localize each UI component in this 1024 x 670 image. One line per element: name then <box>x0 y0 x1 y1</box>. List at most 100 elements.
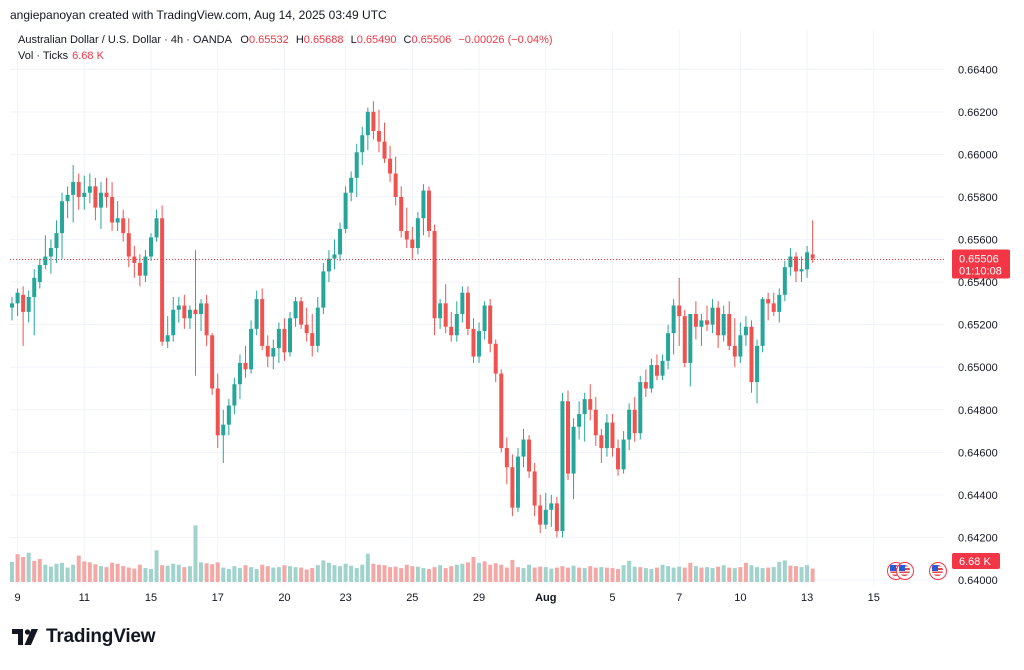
candle-body <box>460 292 465 314</box>
volume-bar <box>32 560 37 582</box>
volume-bar <box>371 563 376 582</box>
candle-body <box>121 218 126 234</box>
candle-body <box>688 314 693 363</box>
volume-bar <box>343 563 348 582</box>
volume-bar <box>432 567 437 582</box>
volume-bar <box>571 565 576 582</box>
candle-body <box>710 307 715 325</box>
price-tick-label: 0.64800 <box>958 405 998 417</box>
candle-body <box>232 384 237 406</box>
candle-body <box>399 196 404 232</box>
volume-bar <box>782 560 787 582</box>
volume-bar <box>176 564 181 582</box>
candle-body <box>777 294 782 312</box>
candle-body <box>782 267 787 295</box>
candle-body <box>288 318 292 353</box>
volume-bar <box>121 566 126 582</box>
candle-body <box>360 135 365 153</box>
candle-body <box>721 314 726 336</box>
candle-body <box>471 328 476 357</box>
time-tick-label: 17 <box>212 592 224 604</box>
candle-body <box>371 111 376 131</box>
volume-bar <box>471 557 476 582</box>
price-tick-label: 0.64400 <box>958 490 998 502</box>
flag-pattern <box>890 565 901 576</box>
volume-bar <box>54 563 59 582</box>
candle-body <box>527 439 532 472</box>
volume-bar <box>449 566 454 582</box>
volume-bar <box>249 567 254 582</box>
volume-bar <box>43 564 48 582</box>
symbol-title[interactable]: Australian Dollar / U.S. Dollar · 4h · O… <box>18 34 232 46</box>
tradingview-brand[interactable]: TradingView <box>12 626 156 648</box>
candle-body <box>71 182 76 195</box>
candle-body <box>54 233 59 249</box>
volume-bar <box>21 557 26 582</box>
volume-bar <box>65 567 70 582</box>
volume-bar <box>799 567 804 582</box>
price-tick-label: 0.65600 <box>958 235 998 247</box>
candle-body <box>160 218 165 342</box>
volume-bar <box>338 566 343 582</box>
candle-body <box>254 299 259 329</box>
candle-body <box>226 405 231 425</box>
volume-bar <box>115 563 120 582</box>
candle-body <box>705 320 709 325</box>
us-flag-icon[interactable] <box>896 562 914 580</box>
volume-legend[interactable]: Vol · Ticks 6.68 K <box>18 50 104 62</box>
volume-bar <box>443 568 448 582</box>
candle-body <box>376 130 381 142</box>
volume-bar <box>777 561 782 582</box>
volume-bar <box>210 564 215 582</box>
candle-body <box>243 362 248 370</box>
us-flag-icon[interactable] <box>929 562 947 580</box>
candle-body <box>165 335 170 342</box>
volume-bar <box>760 568 765 582</box>
candle-body <box>304 324 309 334</box>
volume-bar <box>310 568 315 582</box>
volume-bar <box>271 567 276 582</box>
volume-bar <box>515 567 520 582</box>
time-tick-label: 15 <box>868 592 880 604</box>
price-tick-label: 0.64200 <box>958 532 998 544</box>
volume-bar <box>649 569 654 582</box>
volume-bar <box>193 525 198 582</box>
volume-bar <box>627 560 632 582</box>
volume-bar <box>354 568 359 582</box>
volume-bar <box>243 565 248 582</box>
volume-badge-value: 6.68 K <box>959 556 991 568</box>
price-tick-label: 0.65400 <box>958 277 998 289</box>
candle-body <box>604 422 609 449</box>
volume-bar <box>654 567 659 582</box>
ohlc-low-label: L <box>350 34 357 46</box>
volume-bar <box>438 565 443 582</box>
volume-bar <box>282 565 287 582</box>
volume-bar <box>527 564 532 582</box>
volume-bar <box>143 568 148 582</box>
volume-bar <box>187 566 192 582</box>
candle-body <box>755 345 760 383</box>
volume-label[interactable]: Vol · Ticks <box>18 50 69 62</box>
volume-bar <box>410 566 415 582</box>
volume-bar <box>616 569 621 582</box>
volume-bar <box>710 568 715 582</box>
candle-body <box>199 303 204 314</box>
candle-body <box>427 190 431 232</box>
candle-body <box>410 239 415 249</box>
volume-bar <box>693 566 698 582</box>
candle-body <box>449 326 454 336</box>
candle-body <box>682 316 687 363</box>
candle-body <box>21 294 26 312</box>
volume-bar <box>766 567 771 582</box>
volume-bar <box>254 569 259 582</box>
candle-body <box>499 373 504 449</box>
volume-bar <box>104 567 109 582</box>
volume-bar <box>260 564 265 582</box>
candle-body <box>404 231 409 240</box>
symbol-legend[interactable]: Australian Dollar / U.S. Dollar · 4h · O… <box>18 34 553 46</box>
candle-body <box>771 303 776 312</box>
candle-body <box>593 409 598 436</box>
